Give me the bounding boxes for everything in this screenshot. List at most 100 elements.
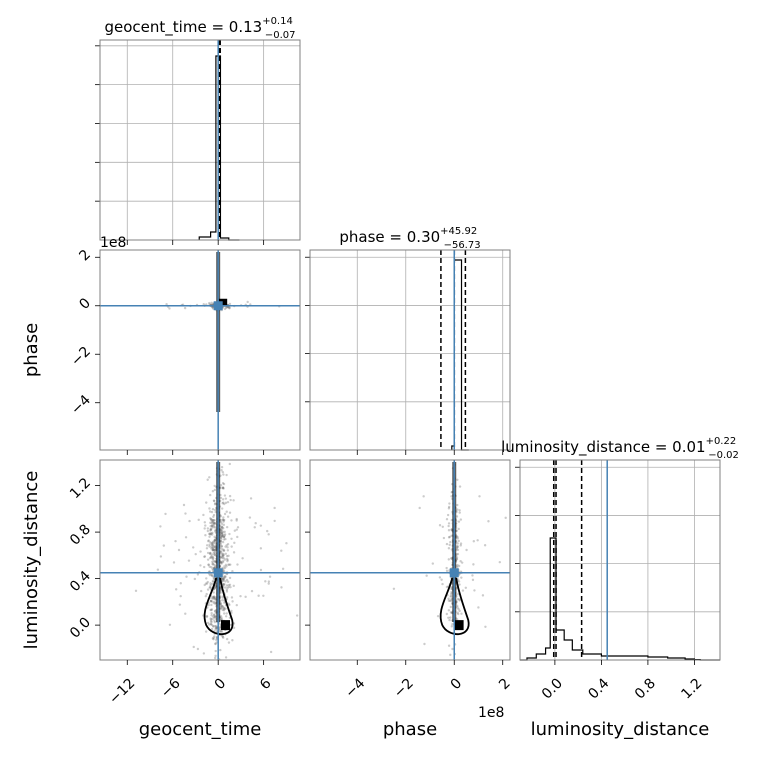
- scatter-point: [220, 545, 223, 548]
- scatter-point: [212, 601, 215, 605]
- scatter-point: [164, 512, 167, 516]
- scatter-point: [222, 607, 226, 610]
- scatter-point: [221, 486, 225, 490]
- scatter-point: [212, 541, 215, 544]
- scatter-point: [222, 556, 225, 560]
- panel-frame: [99, 459, 301, 661]
- scatter-point: [232, 584, 235, 588]
- scatter-point: [236, 535, 239, 539]
- scatter-point: [214, 548, 217, 551]
- scatter-point: [213, 565, 217, 569]
- scatter-point: [220, 630, 223, 633]
- scatter-point: [210, 553, 214, 557]
- scatter-point: [204, 534, 207, 537]
- scatter-point: [162, 544, 166, 547]
- scatter-point: [213, 629, 216, 632]
- scatter-point: [179, 594, 182, 598]
- scatter-point: [204, 630, 208, 633]
- scatter-point: [267, 533, 270, 536]
- scatter-point: [220, 528, 223, 531]
- scatter-point: [213, 539, 216, 542]
- scatter-point: [213, 620, 217, 624]
- scatter-point: [168, 623, 172, 627]
- scatter-point: [220, 607, 224, 610]
- scatter-point: [213, 548, 216, 552]
- scatter-point: [222, 583, 226, 587]
- scatter-point: [228, 511, 232, 514]
- scatter-point: [202, 303, 205, 306]
- 2d-panel-geocent-time-vs-luminosity-distance: [95, 457, 301, 665]
- scatter-point: [221, 486, 225, 490]
- truth-marker: [213, 568, 223, 578]
- scatter-point: [447, 507, 451, 510]
- scatter-point: [203, 521, 207, 524]
- scatter-point: [222, 519, 226, 522]
- scatter-point: [215, 627, 218, 630]
- scatter-point: [212, 559, 215, 563]
- scatter-point: [211, 524, 214, 527]
- scatter-point: [194, 552, 197, 556]
- scatter-point: [224, 607, 227, 610]
- scatter-point: [209, 552, 212, 555]
- scatter-point: [232, 499, 235, 502]
- scatter-point: [204, 594, 208, 598]
- scatter-point: [222, 482, 226, 486]
- scatter-point: [212, 544, 215, 548]
- scatter-point: [215, 625, 218, 629]
- scatter-point: [230, 545, 233, 548]
- scatter-point: [209, 584, 212, 587]
- scatter-point: [445, 566, 448, 570]
- scatter-point: [207, 563, 210, 567]
- scatter-point: [211, 579, 215, 583]
- scatter-point: [222, 609, 226, 612]
- scatter-point: [220, 545, 223, 548]
- scatter-point: [473, 589, 476, 592]
- scatter-point: [232, 551, 236, 554]
- scatter-point: [224, 501, 228, 505]
- scatter-point: [213, 522, 216, 525]
- scatter-point: [215, 627, 218, 631]
- scatter-point: [214, 541, 217, 545]
- scatter-point: [228, 563, 231, 566]
- scatter-point: [254, 522, 257, 525]
- scatter-point: [249, 497, 253, 500]
- scatter-point: [450, 590, 453, 594]
- scatter-point: [455, 556, 459, 559]
- scatter-point: [214, 642, 217, 646]
- scatter-point: [213, 545, 216, 548]
- scatter-point: [209, 617, 212, 620]
- scatter-point: [209, 600, 213, 603]
- scatter-point: [210, 533, 214, 536]
- scatter-point: [218, 626, 221, 629]
- scatter-point: [214, 624, 218, 628]
- scatter-point: [213, 502, 217, 505]
- scatter-point: [214, 602, 217, 606]
- scatter-point: [440, 578, 443, 581]
- scatter-point: [209, 620, 213, 623]
- scatter-point: [213, 518, 216, 522]
- scatter-point: [221, 482, 225, 485]
- scatter-point: [208, 552, 212, 556]
- scatter-point: [219, 607, 223, 610]
- scatter-point: [224, 552, 228, 555]
- scatter-point: [209, 525, 212, 528]
- scatter-point: [210, 556, 213, 559]
- scatter-point: [219, 536, 223, 539]
- scatter-point: [220, 538, 223, 541]
- scatter-point: [188, 519, 191, 523]
- scatter-point: [239, 594, 242, 598]
- scatter-point: [451, 623, 454, 626]
- scatter-point: [206, 527, 210, 530]
- scatter-point: [210, 566, 213, 569]
- scatter-point: [226, 457, 228, 459]
- scatter-point: [187, 559, 191, 562]
- scatter-point: [259, 547, 263, 550]
- scatter-point: [229, 585, 232, 589]
- y-tick-label: 0.8: [67, 521, 94, 548]
- scatter-point: [224, 575, 227, 578]
- scatter-point: [230, 537, 233, 540]
- scatter-point: [219, 515, 223, 518]
- scatter-point: [202, 565, 206, 569]
- scatter-point: [213, 609, 217, 613]
